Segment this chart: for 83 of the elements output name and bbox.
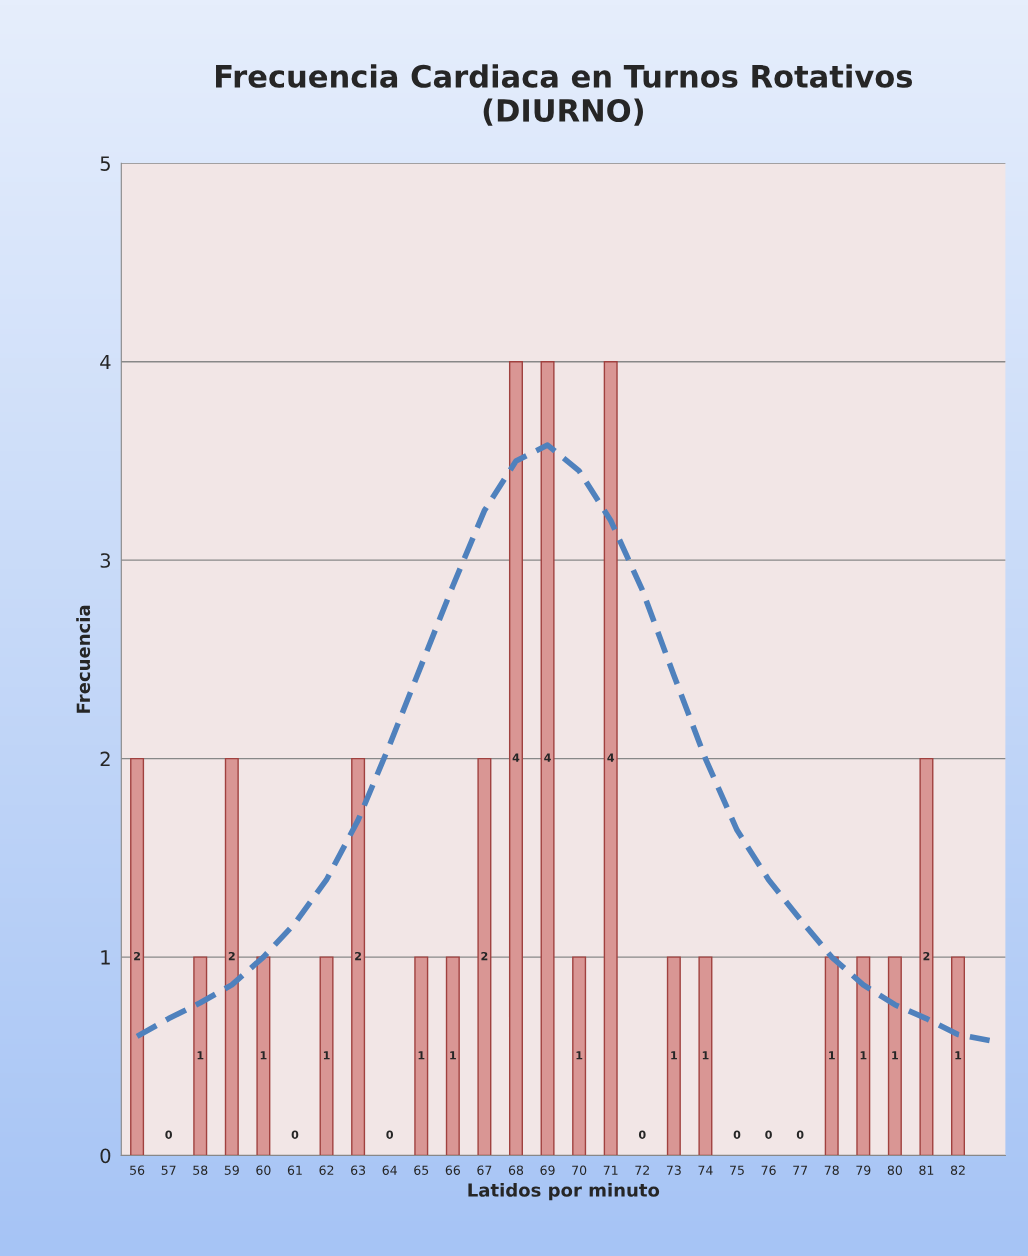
data-label: 1 [702, 1051, 709, 1060]
bar [445, 956, 460, 1156]
x-tick-label: 58 [193, 1165, 208, 1175]
x-tick-label: 74 [698, 1165, 713, 1175]
x-tick-label: 80 [887, 1165, 902, 1175]
bar [603, 361, 618, 1156]
data-label: 1 [892, 1051, 898, 1060]
x-tick-label: 64 [382, 1165, 397, 1175]
data-label: 2 [228, 951, 235, 961]
data-label: 0 [165, 1130, 172, 1139]
bar [698, 956, 713, 1156]
data-label: 0 [796, 1130, 804, 1139]
x-tick-label: 71 [603, 1165, 618, 1175]
x-tick-label: 69 [540, 1165, 555, 1175]
x-tick-label: 65 [414, 1165, 429, 1175]
data-label: 0 [638, 1130, 646, 1139]
x-tick-label: 57 [161, 1165, 176, 1175]
x-tick-label: 81 [919, 1165, 934, 1175]
data-label: 2 [355, 951, 362, 961]
bar [856, 956, 871, 1156]
data-label: 4 [544, 753, 551, 762]
x-tick-label: 70 [572, 1165, 587, 1175]
x-tick-label: 82 [950, 1165, 965, 1175]
bar [193, 956, 208, 1156]
bar [414, 956, 429, 1156]
data-label: 0 [765, 1130, 772, 1139]
x-tick-label: 62 [319, 1165, 334, 1175]
x-tick-label: 56 [130, 1165, 145, 1175]
bar [351, 757, 366, 1156]
data-label: 1 [829, 1051, 835, 1060]
x-tick-label: 63 [351, 1165, 366, 1175]
bar [887, 956, 902, 1156]
bar [477, 757, 492, 1156]
data-label: 2 [481, 951, 488, 961]
y-tick-label: 3 [100, 553, 111, 568]
bar [572, 956, 587, 1156]
data-label: 4 [607, 753, 615, 762]
bar [951, 956, 966, 1156]
x-tick-label: 79 [856, 1165, 871, 1175]
bar [540, 361, 555, 1156]
bar [319, 956, 334, 1156]
x-axis-title: Latidos por minuto [468, 1182, 660, 1201]
data-label: 1 [671, 1051, 677, 1060]
data-label: 1 [323, 1051, 330, 1060]
x-tick-label: 75 [730, 1165, 744, 1175]
data-label: 0 [291, 1130, 299, 1139]
data-label: 1 [955, 1051, 962, 1060]
bar [919, 757, 934, 1156]
x-tick-label: 60 [256, 1165, 271, 1175]
data-label: 0 [386, 1130, 394, 1139]
bar [508, 361, 523, 1156]
data-label: 1 [576, 1051, 583, 1060]
x-tick-label: 61 [287, 1165, 302, 1175]
x-tick-label: 77 [793, 1165, 808, 1175]
bar [130, 757, 145, 1156]
bar [224, 757, 239, 1156]
x-tick-label: 66 [445, 1165, 460, 1175]
data-label: 1 [260, 1051, 267, 1060]
x-tick-label: 78 [824, 1165, 839, 1175]
x-tick-label: 59 [224, 1165, 239, 1175]
x-tick-label: 72 [635, 1165, 649, 1175]
x-tick-label: 73 [666, 1165, 681, 1175]
y-axis-title: Frecuencia [76, 605, 91, 713]
y-tick-label: 2 [100, 751, 110, 767]
chart-title: Frecuencia Cardiaca en Turnos Rotativos (DIURNO) [216, 64, 913, 126]
y-tick-label: 4 [100, 354, 111, 370]
y-tick-label: 1 [101, 950, 110, 965]
data-label: 1 [197, 1051, 204, 1060]
bar [256, 956, 271, 1156]
x-tick-label: 76 [761, 1165, 776, 1175]
data-label: 0 [733, 1130, 741, 1139]
y-tick-label: 5 [100, 156, 110, 171]
bar [824, 956, 839, 1156]
data-label: 2 [134, 951, 140, 961]
data-label: 1 [860, 1051, 867, 1060]
data-label: 4 [512, 753, 520, 762]
data-label: 1 [418, 1051, 425, 1060]
x-tick-label: 68 [508, 1165, 524, 1175]
y-tick-label: 0 [100, 1148, 111, 1164]
data-label: 1 [450, 1051, 456, 1060]
x-tick-label: 67 [477, 1165, 492, 1175]
bar [666, 956, 681, 1156]
data-label: 2 [923, 951, 930, 961]
